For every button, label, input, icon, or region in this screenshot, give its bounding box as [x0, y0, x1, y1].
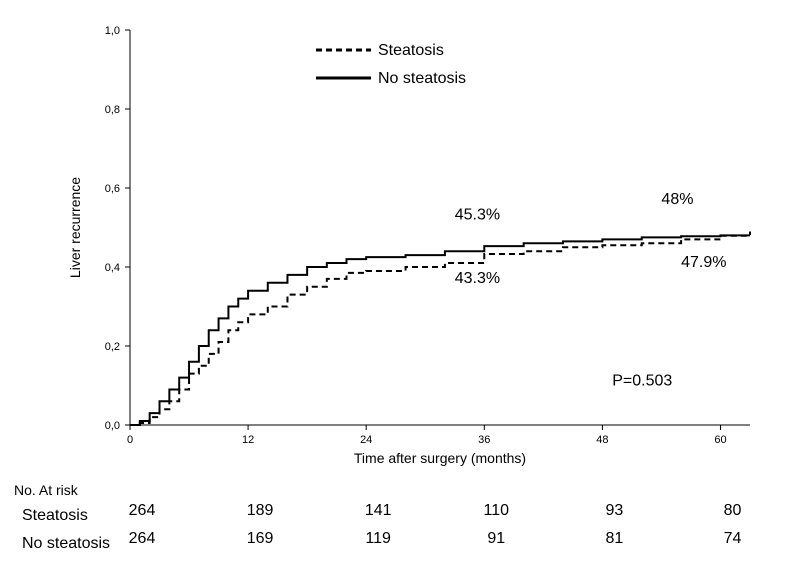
- svg-text:48: 48: [596, 434, 608, 446]
- svg-text:0,2: 0,2: [105, 341, 120, 353]
- risk-cell: 91: [476, 530, 516, 548]
- risk-cell: 264: [122, 530, 162, 548]
- svg-text:1,0: 1,0: [105, 25, 120, 37]
- svg-text:0,6: 0,6: [105, 183, 120, 195]
- annotation-dashed_end: 47.9%: [681, 254, 726, 271]
- svg-text:0,8: 0,8: [105, 104, 120, 116]
- svg-text:36: 36: [478, 434, 490, 446]
- annotation-dashed_mid: 43.3%: [455, 270, 500, 287]
- risk-row: No steatosis264 169 119 91 81 74: [10, 530, 780, 558]
- legend-no-steatosis: No steatosis: [378, 70, 466, 87]
- risk-cell: 74: [712, 530, 752, 548]
- risk-row-label: Steatosis: [10, 507, 192, 525]
- svg-text:24: 24: [360, 434, 372, 446]
- chart-svg: 0,0 0,2 0,4 0,6 0,8 1,0 Liver recurrence 0 12 24 3…: [10, 10, 780, 480]
- risk-row: Steatosis264 189 141 110 93 80: [10, 502, 780, 530]
- legend-steatosis: Steatosis: [378, 42, 444, 59]
- x-axis-title: Time after surgery (months): [354, 450, 526, 466]
- svg-text:0: 0: [127, 434, 133, 446]
- risk-cell: 119: [358, 530, 398, 548]
- series-no-steatosis: [130, 235, 750, 425]
- km-chart: 0,0 0,2 0,4 0,6 0,8 1,0 Liver recurrence 0 12 24 3…: [10, 10, 780, 480]
- annotation-solid_end: 48%: [661, 191, 693, 208]
- svg-text:60: 60: [714, 434, 726, 446]
- y-axis-title: Liver recurrence: [67, 177, 83, 278]
- risk-cell: 141: [358, 502, 398, 520]
- risk-cell: 81: [594, 530, 634, 548]
- risk-cell: 93: [594, 502, 634, 520]
- risk-cell: 80: [712, 502, 752, 520]
- svg-text:0,0: 0,0: [105, 420, 120, 432]
- annotation-solid_mid: 45.3%: [455, 207, 500, 224]
- risk-cell: 189: [240, 502, 280, 520]
- risk-table: Steatosis2641891411109380No steatosis264…: [10, 502, 780, 558]
- risk-row-label: No steatosis: [10, 535, 192, 553]
- risk-cell: 264: [122, 502, 162, 520]
- risk-cell: 169: [240, 530, 280, 548]
- risk-table-title: No. At risk: [14, 482, 779, 498]
- series-steatosis: [130, 231, 750, 425]
- annotation-pvalue: P=0.503: [612, 373, 672, 390]
- svg-text:0,4: 0,4: [105, 262, 120, 274]
- risk-cell: 110: [476, 502, 516, 520]
- svg-text:12: 12: [242, 434, 254, 446]
